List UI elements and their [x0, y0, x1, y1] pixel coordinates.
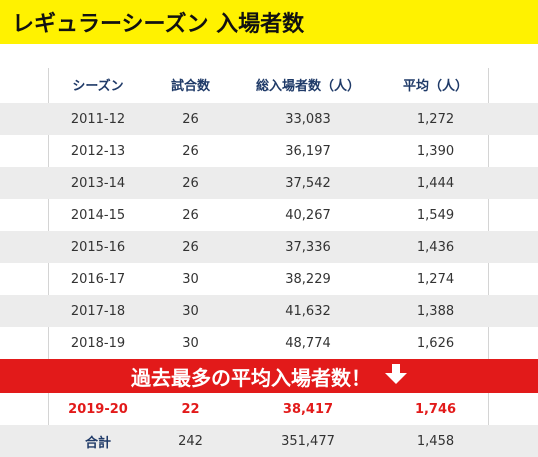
page-title: レギュラーシーズン 入場者数 — [0, 0, 538, 44]
cell-games: 30 — [182, 271, 199, 287]
cell-season: 2015-16 — [70, 239, 126, 255]
header-avg: 平均（人） — [402, 78, 468, 94]
cell-avg: 1,388 — [416, 303, 455, 319]
cell-total: 36,197 — [285, 143, 331, 159]
cell-avg: 1,444 — [416, 175, 455, 191]
table-row-highlight: 2019-20 22 38,417 1,746 — [0, 393, 538, 425]
header-total: 総入場者数（人） — [255, 78, 360, 94]
cell-games: 22 — [181, 401, 200, 417]
table-row: 2013-14 26 37,542 1,444 — [0, 167, 538, 199]
table-row-total: 合計 242 351,477 1,458 — [0, 425, 538, 457]
cell-season: 2019-20 — [68, 401, 128, 417]
cell-season: 2018-19 — [70, 335, 126, 351]
record-banner-text: 過去最多の平均入場者数！ — [131, 365, 371, 390]
page-title-text: レギュラーシーズン 入場者数 — [12, 12, 305, 37]
cell-games: 242 — [178, 433, 203, 449]
cell-season: 2017-18 — [70, 303, 126, 319]
table-row: 2011-12 26 33,083 1,272 — [0, 103, 538, 135]
cell-season: 2013-14 — [70, 175, 126, 191]
cell-total: 48,774 — [285, 335, 331, 351]
table-header-row: シーズン 試合数 総入場者数（人） 平均（人） — [0, 68, 538, 100]
cell-avg: 1,626 — [416, 335, 455, 351]
cell-total: 351,477 — [281, 433, 335, 449]
table-row: 2016-17 30 38,229 1,274 — [0, 263, 538, 295]
cell-games: 30 — [182, 335, 199, 351]
cell-avg: 1,390 — [416, 143, 455, 159]
cell-games: 26 — [182, 143, 199, 159]
cell-games: 26 — [182, 239, 199, 255]
cell-avg: 1,436 — [416, 239, 455, 255]
cell-total: 38,417 — [282, 401, 334, 417]
header-season: シーズン — [72, 78, 124, 94]
table-row: 2014-15 26 40,267 1,549 — [0, 199, 538, 231]
table-row: 2012-13 26 36,197 1,390 — [0, 135, 538, 167]
cell-season: 2012-13 — [70, 143, 126, 159]
cell-season: 2016-17 — [70, 271, 126, 287]
cell-total: 38,229 — [285, 271, 331, 287]
table-row: 2017-18 30 41,632 1,388 — [0, 295, 538, 327]
cell-total: 33,083 — [285, 111, 331, 127]
record-banner: 過去最多の平均入場者数！ — [0, 359, 538, 393]
cell-avg: 1,458 — [416, 433, 455, 449]
cell-avg: 1,272 — [416, 111, 455, 127]
cell-total: 41,632 — [285, 303, 331, 319]
cell-total: 37,542 — [285, 175, 331, 191]
cell-season: 2011-12 — [70, 111, 126, 127]
arrow-down-icon — [385, 363, 407, 389]
cell-season: 合計 — [84, 435, 111, 451]
cell-total: 37,336 — [285, 239, 331, 255]
cell-avg: 1,549 — [416, 207, 455, 223]
cell-avg: 1,274 — [416, 271, 455, 287]
cell-avg: 1,746 — [414, 401, 457, 417]
table-row: 2018-19 30 48,774 1,626 — [0, 327, 538, 359]
cell-total: 40,267 — [285, 207, 331, 223]
cell-season: 2014-15 — [70, 207, 126, 223]
table-row: 2015-16 26 37,336 1,436 — [0, 231, 538, 263]
cell-games: 26 — [182, 111, 199, 127]
header-games: 試合数 — [170, 78, 210, 94]
cell-games: 26 — [182, 175, 199, 191]
cell-games: 30 — [182, 303, 199, 319]
cell-games: 26 — [182, 207, 199, 223]
